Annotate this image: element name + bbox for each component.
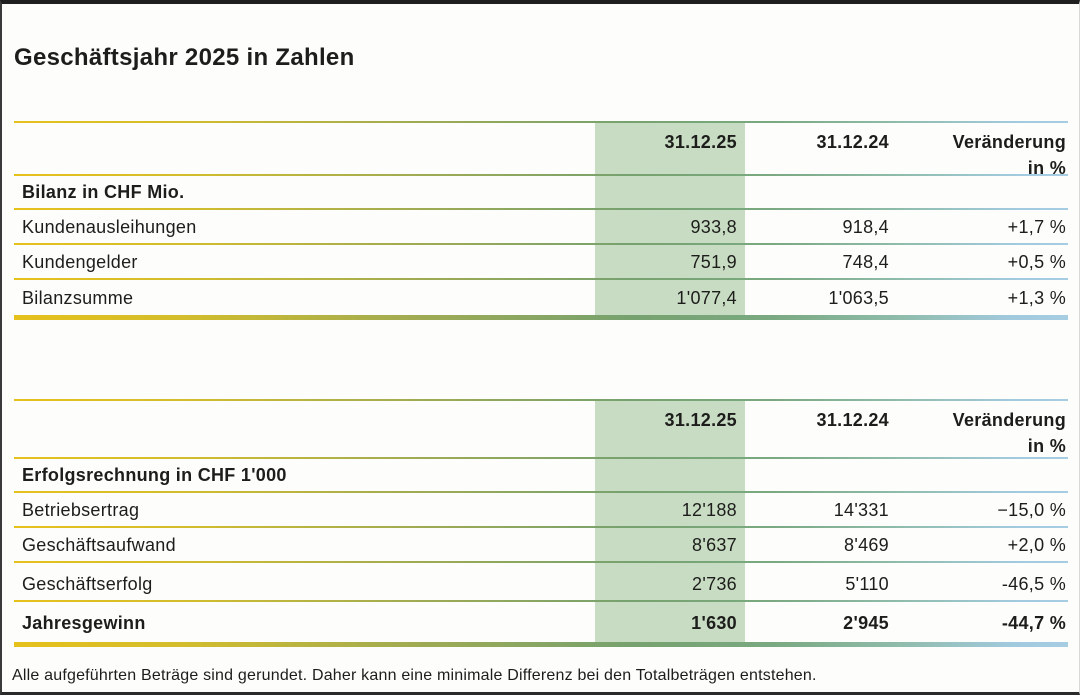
column-header-prior: 31.12.24 (816, 410, 889, 430)
column-header-change-line2: in % (1027, 158, 1066, 178)
table-header-row: 31.12.25 31.12.24 Veränderung in % (14, 401, 1068, 459)
table-row-total: Bilanzsumme 1'077,4 1'063,5 +1,3 % (14, 280, 1068, 320)
value-prior: 8'469 (844, 535, 889, 555)
column-header-current: 31.12.25 (595, 401, 745, 459)
row-label: Kundenausleihungen (22, 217, 197, 237)
header-spacer (14, 401, 595, 459)
column-header-change-line1: Veränderung (952, 410, 1066, 430)
value-current: 1'630 (595, 602, 745, 647)
section-current-cell (595, 459, 745, 493)
value-current: 2'736 (595, 563, 745, 602)
rounding-footnote: Alle aufgeführten Beträge sind gerundet.… (12, 667, 817, 684)
table-row: Kundenausleihungen 933,8 918,4 +1,7 % (14, 210, 1068, 245)
row-label: Geschäftserfolg (22, 574, 153, 594)
value-prior: 918,4 (842, 217, 889, 237)
table-row-total: Jahresgewinn 1'630 2'945 -44,7 % (14, 602, 1068, 647)
section-prior-cell (745, 176, 891, 210)
value-change: +2,0 % (1007, 535, 1066, 555)
value-prior: 2'945 (843, 613, 889, 633)
column-header-change-line2: in % (1027, 436, 1066, 456)
page-title: Geschäftsjahr 2025 in Zahlen (14, 44, 355, 71)
table-row: Betriebsertrag 12'188 14'331 −15,0 % (14, 493, 1068, 528)
table-bilanz: 31.12.25 31.12.24 Veränderung in % Bilan… (14, 121, 1068, 320)
header-spacer (14, 123, 595, 181)
value-current: 12'188 (595, 493, 745, 528)
row-label: Kundengelder (22, 252, 138, 272)
value-change: +1,3 % (1007, 288, 1066, 308)
value-current: 1'077,4 (595, 280, 745, 320)
value-current: 8'637 (595, 528, 745, 563)
table-row: Geschäftsaufwand 8'637 8'469 +2,0 % (14, 528, 1068, 563)
column-header-change-lines: Veränderung in % (953, 129, 1066, 181)
column-header-change: Veränderung in % (891, 401, 1068, 459)
value-current: 751,9 (595, 245, 745, 280)
section-row: Erfolgsrechnung in CHF 1'000 (14, 459, 1068, 493)
table-header-row: 31.12.25 31.12.24 Veränderung in % (14, 123, 1068, 181)
section-row: Bilanz in CHF Mio. (14, 176, 1068, 210)
column-header-current: 31.12.25 (595, 123, 745, 181)
row-label: Betriebsertrag (22, 500, 140, 520)
value-current: 933,8 (595, 210, 745, 245)
value-prior: 748,4 (842, 252, 889, 272)
column-header-change-lines: Veränderung in % (953, 407, 1066, 459)
value-change: +0,5 % (1007, 252, 1066, 272)
column-header-prior: 31.12.24 (816, 132, 889, 152)
section-change-cell (891, 459, 1068, 493)
table-row: Geschäftserfolg 2'736 5'110 -46,5 % (14, 563, 1068, 602)
value-prior: 14'331 (833, 500, 889, 520)
section-label: Erfolgsrechnung in CHF 1'000 (22, 465, 287, 485)
value-change: +1,7 % (1007, 217, 1066, 237)
value-change: -44,7 % (1001, 613, 1066, 633)
section-label: Bilanz in CHF Mio. (22, 182, 185, 202)
column-header-change-line1: Veränderung (952, 132, 1066, 152)
table-top-rule (14, 121, 1068, 123)
section-change-cell (891, 176, 1068, 210)
row-label: Geschäftsaufwand (22, 535, 176, 555)
table-row: Kundengelder 751,9 748,4 +0,5 % (14, 245, 1068, 280)
table-erfolgsrechnung: 31.12.25 31.12.24 Veränderung in % Erfol… (14, 399, 1068, 647)
table-top-rule (14, 399, 1068, 401)
row-label: Jahresgewinn (22, 613, 146, 633)
value-prior: 1'063,5 (828, 288, 889, 308)
row-label: Bilanzsumme (22, 288, 134, 308)
column-header-change: Veränderung in % (891, 123, 1068, 181)
section-prior-cell (745, 459, 891, 493)
value-change: -46,5 % (1001, 574, 1066, 594)
section-current-cell (595, 176, 745, 210)
value-change: −15,0 % (997, 500, 1066, 520)
value-prior: 5'110 (845, 574, 889, 594)
